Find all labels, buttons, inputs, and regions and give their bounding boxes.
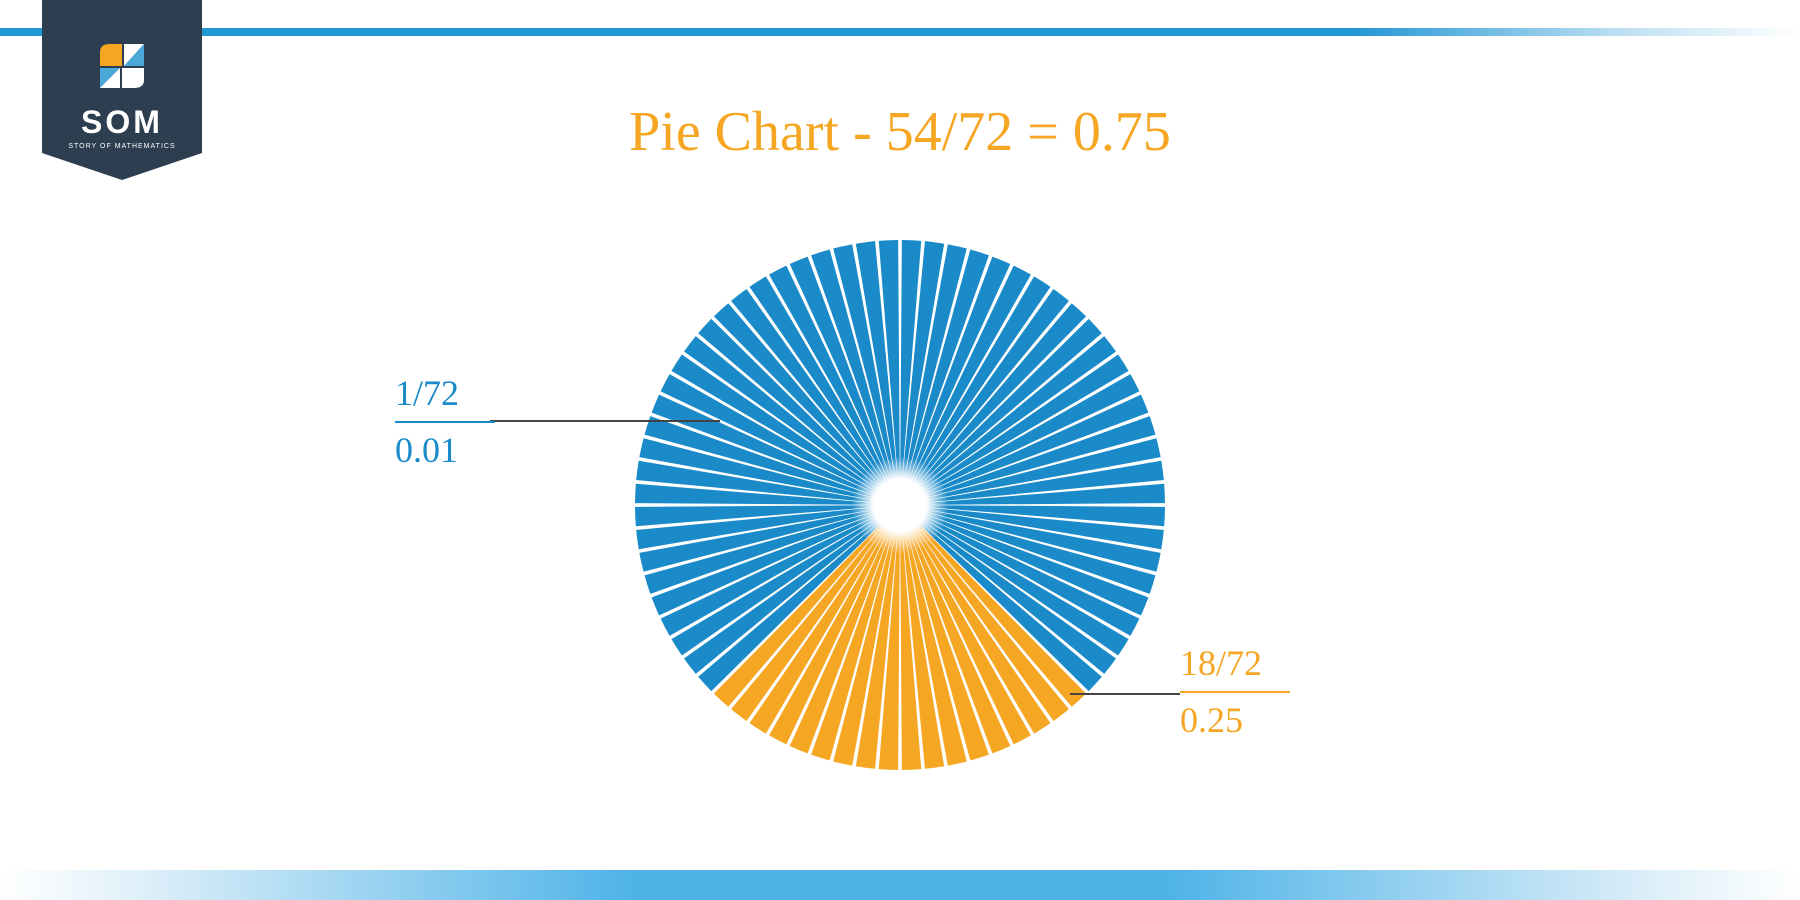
- label-yellow-decimal: 0.25: [1180, 697, 1290, 744]
- label-blue-fraction: 1/72: [395, 370, 495, 417]
- label-yellow-fraction: 18/72: [1180, 640, 1290, 687]
- logo-icon: [96, 40, 148, 92]
- logo-text: SOM: [81, 104, 163, 141]
- logo-subtext: STORY OF MATHEMATICS: [68, 143, 175, 150]
- bottom-border: [0, 870, 1800, 900]
- pie-chart: [625, 230, 1175, 780]
- top-border: [0, 28, 1800, 36]
- label-blue-segment: 1/72 0.01: [395, 370, 495, 474]
- label-blue-decimal: 0.01: [395, 427, 495, 474]
- logo-badge: SOM STORY OF MATHEMATICS: [42, 0, 202, 180]
- label-yellow-divider: [1180, 691, 1290, 693]
- leader-line-right: [1070, 693, 1180, 695]
- label-yellow-segment: 18/72 0.25: [1180, 640, 1290, 744]
- label-blue-divider: [395, 421, 495, 423]
- chart-title: Pie Chart - 54/72 = 0.75: [629, 100, 1171, 164]
- leader-line-left: [490, 420, 720, 422]
